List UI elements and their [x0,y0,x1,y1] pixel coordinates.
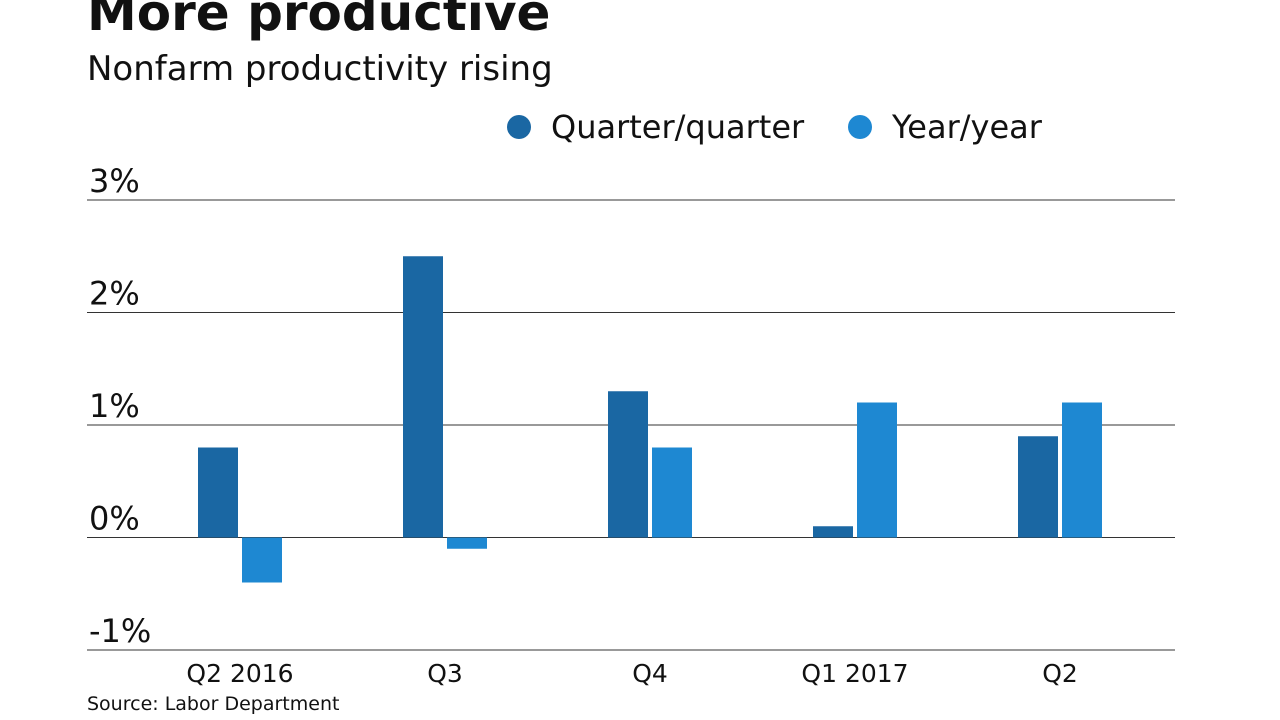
x-tick-label: Q3 [427,659,463,688]
bar [447,537,487,549]
bar [652,447,692,538]
legend-marker [848,115,872,139]
legend-label: Quarter/quarter [551,108,805,146]
x-tick-label: Q4 [632,659,668,688]
y-tick-label: 1% [89,387,140,425]
chart-title: More productive [87,0,550,42]
bar [1062,402,1102,538]
y-tick-label: 0% [89,500,140,538]
chart-subtitle: Nonfarm productivity rising [87,49,553,89]
bar [608,391,648,538]
y-tick-label: 2% [89,275,140,313]
x-tick-label: Q2 2016 [186,659,293,688]
bar [813,526,853,538]
bar [857,402,897,538]
bar [403,256,443,538]
y-tick-label: -1% [89,612,151,650]
bar [198,447,238,538]
source: Source: Labor Department [87,693,339,715]
legend-marker [507,115,531,139]
legend-label: Year/year [891,108,1043,146]
bar [242,537,282,583]
y-tick-label: 3% [89,162,140,200]
x-tick-label: Q2 [1042,659,1078,688]
x-tick-label: Q1 2017 [801,659,908,688]
bar [1018,436,1058,538]
